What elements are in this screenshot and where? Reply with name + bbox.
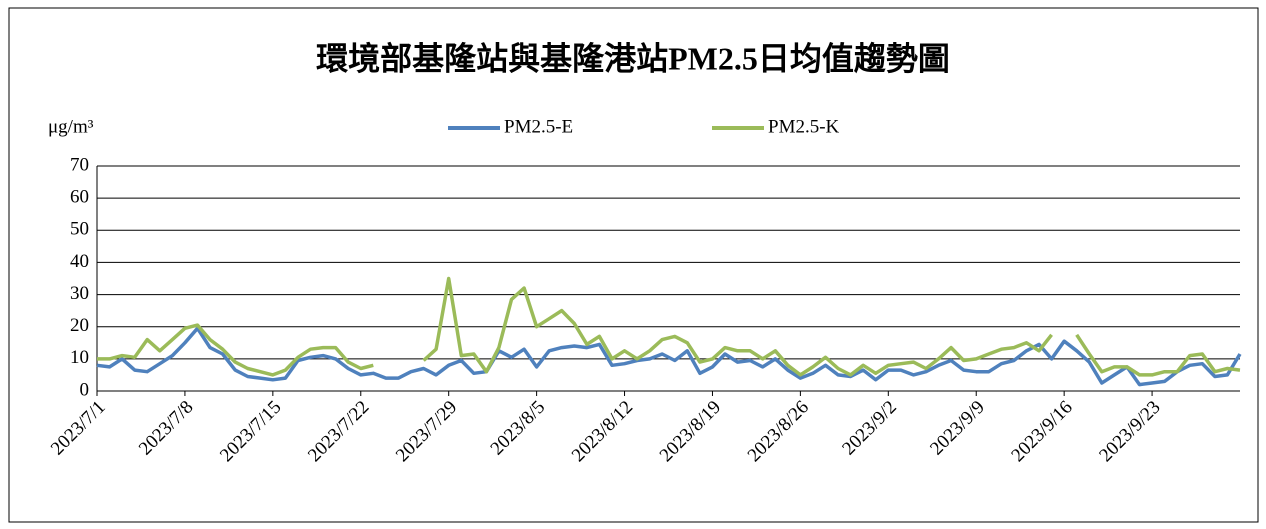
y-tick-label: 20	[70, 315, 89, 336]
data-line	[97, 276, 1241, 377]
y-tick-label: 0	[80, 379, 90, 400]
y-tick-label: 60	[70, 187, 89, 208]
data-line	[96, 326, 1242, 387]
y-tick-label: 10	[70, 347, 89, 368]
chart-title: 環境部基隆站與基隆港站PM2.5日均值趨勢圖	[316, 40, 950, 76]
legend-label: PM2.5-E	[504, 116, 573, 137]
chart-border	[8, 7, 1259, 523]
legend-label: PM2.5-K	[768, 116, 840, 137]
y-axis-label: μg/m³	[48, 116, 94, 137]
y-tick-label: 50	[70, 219, 89, 240]
y-tick-label: 40	[70, 251, 89, 272]
y-tick-label: 70	[70, 154, 89, 175]
y-tick-label: 30	[70, 283, 89, 304]
